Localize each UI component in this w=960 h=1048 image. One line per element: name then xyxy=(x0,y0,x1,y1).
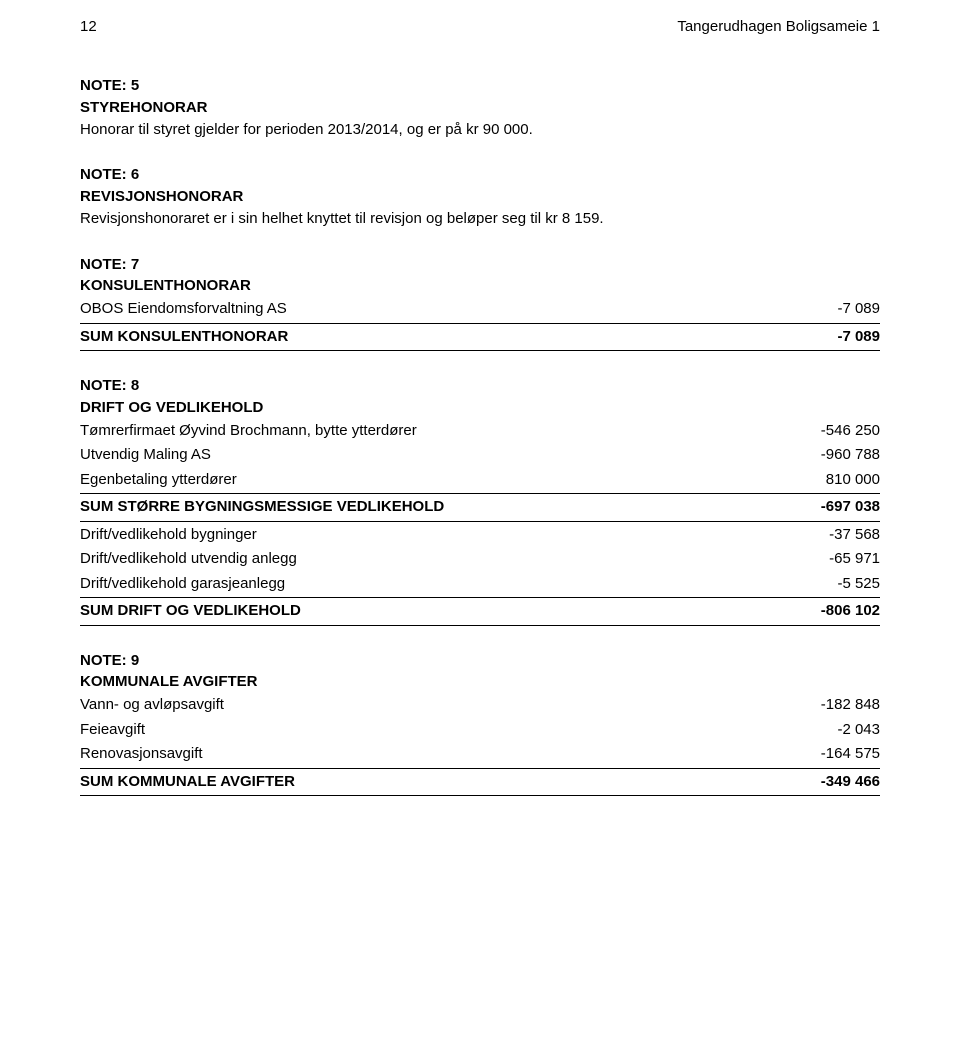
row-label: Egenbetaling ytterdører xyxy=(80,469,760,492)
row-label: Feieavgift xyxy=(80,719,760,742)
note-9-subtitle: KOMMUNALE AVGIFTER xyxy=(80,671,880,693)
row-value: -5 525 xyxy=(760,573,880,596)
note-5: NOTE: 5 STYREHONORAR Honorar til styret … xyxy=(80,75,880,140)
sum-row: SUM DRIFT OG VEDLIKEHOLD -806 102 xyxy=(80,599,880,624)
row-value: -37 568 xyxy=(760,524,880,547)
table-row: Tømrerfirmaet Øyvind Brochmann, bytte yt… xyxy=(80,419,880,444)
note-8-title: NOTE: 8 xyxy=(80,375,880,397)
table-row: Renovasjonsavgift -164 575 xyxy=(80,742,880,767)
row-label: Utvendig Maling AS xyxy=(80,444,760,467)
doc-title: Tangerudhagen Boligsameie 1 xyxy=(677,18,880,35)
note-8-subtitle: DRIFT OG VEDLIKEHOLD xyxy=(80,397,880,419)
sum-row: SUM KONSULENTHONORAR -7 089 xyxy=(80,325,880,350)
sum-value: -349 466 xyxy=(760,771,880,794)
note-8: NOTE: 8 DRIFT OG VEDLIKEHOLD Tømrerfirma… xyxy=(80,375,880,626)
table-row: Drift/vedlikehold garasjeanlegg -5 525 xyxy=(80,572,880,597)
row-label: Drift/vedlikehold bygninger xyxy=(80,524,760,547)
divider xyxy=(80,350,880,351)
note-6-title: NOTE: 6 xyxy=(80,164,880,186)
table-row: Utvendig Maling AS -960 788 xyxy=(80,443,880,468)
divider xyxy=(80,521,880,522)
sum-label: SUM STØRRE BYGNINGSMESSIGE VEDLIKEHOLD xyxy=(80,496,760,519)
note-6-text: Revisjonshonoraret er i sin helhet knytt… xyxy=(80,208,880,230)
table-row: OBOS Eiendomsforvaltning AS -7 089 xyxy=(80,297,880,322)
note-7: NOTE: 7 KONSULENTHONORAR OBOS Eiendomsfo… xyxy=(80,254,880,352)
row-value: -960 788 xyxy=(760,444,880,467)
note-5-title: NOTE: 5 xyxy=(80,75,880,97)
row-value: -65 971 xyxy=(760,548,880,571)
sum-row: SUM KOMMUNALE AVGIFTER -349 466 xyxy=(80,770,880,795)
sum-label: SUM KONSULENTHONORAR xyxy=(80,326,760,349)
row-value: 810 000 xyxy=(760,469,880,492)
sum-value: -7 089 xyxy=(760,326,880,349)
divider xyxy=(80,597,880,598)
row-label: Drift/vedlikehold garasjeanlegg xyxy=(80,573,760,596)
table-row: Drift/vedlikehold utvendig anlegg -65 97… xyxy=(80,547,880,572)
sum-label: SUM KOMMUNALE AVGIFTER xyxy=(80,771,760,794)
note-7-title: NOTE: 7 xyxy=(80,254,880,276)
sum-row: SUM STØRRE BYGNINGSMESSIGE VEDLIKEHOLD -… xyxy=(80,495,880,520)
row-value: -2 043 xyxy=(760,719,880,742)
divider xyxy=(80,625,880,626)
note-9-title: NOTE: 9 xyxy=(80,650,880,672)
row-value: -164 575 xyxy=(760,743,880,766)
row-value: -7 089 xyxy=(760,298,880,321)
table-row: Vann- og avløpsavgift -182 848 xyxy=(80,693,880,718)
table-row: Feieavgift -2 043 xyxy=(80,718,880,743)
sum-value: -697 038 xyxy=(760,496,880,519)
note-6: NOTE: 6 REVISJONSHONORAR Revisjonshonora… xyxy=(80,164,880,229)
divider xyxy=(80,323,880,324)
note-6-subtitle: REVISJONSHONORAR xyxy=(80,186,880,208)
table-row: Drift/vedlikehold bygninger -37 568 xyxy=(80,523,880,548)
note-5-text: Honorar til styret gjelder for perioden … xyxy=(80,119,880,141)
note-9: NOTE: 9 KOMMUNALE AVGIFTER Vann- og avlø… xyxy=(80,650,880,797)
divider xyxy=(80,795,880,796)
note-7-subtitle: KONSULENTHONORAR xyxy=(80,275,880,297)
divider xyxy=(80,768,880,769)
note-5-subtitle: STYREHONORAR xyxy=(80,97,880,119)
row-value: -546 250 xyxy=(760,420,880,443)
row-label: OBOS Eiendomsforvaltning AS xyxy=(80,298,760,321)
divider xyxy=(80,493,880,494)
row-value: -182 848 xyxy=(760,694,880,717)
table-row: Egenbetaling ytterdører 810 000 xyxy=(80,468,880,493)
row-label: Tømrerfirmaet Øyvind Brochmann, bytte yt… xyxy=(80,420,760,443)
page-header: 12 Tangerudhagen Boligsameie 1 xyxy=(80,18,880,35)
page-number: 12 xyxy=(80,18,97,35)
sum-value: -806 102 xyxy=(760,600,880,623)
sum-label: SUM DRIFT OG VEDLIKEHOLD xyxy=(80,600,760,623)
page-container: 12 Tangerudhagen Boligsameie 1 NOTE: 5 S… xyxy=(0,0,960,850)
row-label: Renovasjonsavgift xyxy=(80,743,760,766)
row-label: Vann- og avløpsavgift xyxy=(80,694,760,717)
row-label: Drift/vedlikehold utvendig anlegg xyxy=(80,548,760,571)
